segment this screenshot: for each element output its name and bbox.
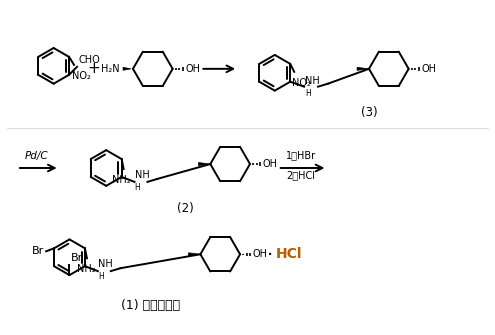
Text: ·: · (267, 246, 273, 265)
Text: OH: OH (186, 64, 200, 74)
Text: (2): (2) (177, 202, 194, 215)
Text: H: H (98, 272, 103, 281)
Text: NH₂: NH₂ (77, 264, 95, 274)
Text: NH₂: NH₂ (112, 175, 131, 185)
Text: (3): (3) (361, 106, 377, 119)
Text: Br: Br (32, 246, 44, 256)
Text: CHO: CHO (78, 55, 100, 65)
Polygon shape (123, 67, 131, 70)
Text: NO₂: NO₂ (72, 71, 91, 81)
Text: NH: NH (135, 170, 149, 180)
Text: H₂N: H₂N (101, 64, 120, 74)
Text: HCl: HCl (276, 247, 302, 261)
Text: OH: OH (253, 249, 268, 259)
Text: 1）HBr: 1）HBr (286, 150, 316, 160)
Text: H: H (305, 89, 311, 98)
Text: NH: NH (305, 76, 320, 86)
Text: NH: NH (98, 259, 112, 269)
Text: (1) 盐酸氨溴索: (1) 盐酸氨溴索 (121, 299, 180, 312)
Text: OH: OH (263, 159, 278, 169)
Text: Br: Br (70, 253, 83, 263)
Text: 2）HCl: 2）HCl (286, 170, 315, 180)
Polygon shape (189, 253, 200, 256)
Text: +: + (87, 61, 99, 76)
Text: NO₂: NO₂ (292, 78, 311, 88)
Text: Pd/C: Pd/C (25, 151, 49, 161)
Text: OH: OH (422, 64, 437, 74)
Polygon shape (198, 162, 210, 165)
Polygon shape (357, 67, 369, 70)
Text: H: H (135, 183, 140, 192)
